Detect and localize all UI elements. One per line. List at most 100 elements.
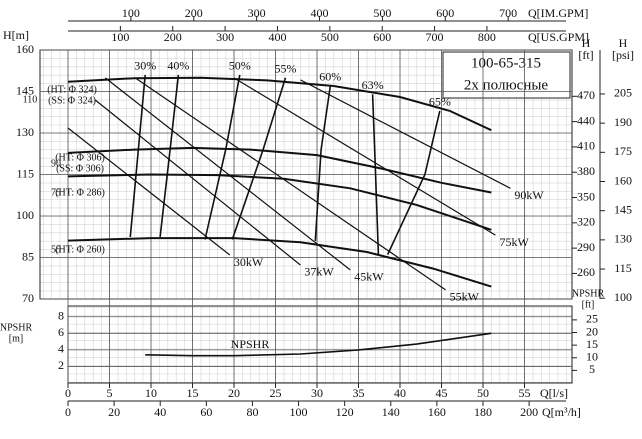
y-tick-label: 205 xyxy=(614,86,632,100)
x-tick-label: 300 xyxy=(248,6,266,20)
x-tick-label: 120 xyxy=(336,405,354,419)
x-tick-label: 400 xyxy=(268,30,286,44)
x-tick-label: 500 xyxy=(373,6,391,20)
impeller-label: (HT: Φ 324) xyxy=(47,84,97,95)
y-tick-label: 410 xyxy=(577,139,595,153)
y-tick-label: 6 xyxy=(58,325,64,339)
y-tick-label: 145 xyxy=(16,83,34,97)
x-axis-label: Q[US.GPM] xyxy=(528,30,589,44)
head-curve xyxy=(67,146,492,194)
y-tick-label: 320 xyxy=(577,215,595,229)
y-axis-label: [ft] xyxy=(578,48,593,62)
power-curve xyxy=(104,77,351,271)
y-axis-label: H xyxy=(619,36,628,50)
x-tick-label: 700 xyxy=(426,30,444,44)
model-subtitle: 2х полюсные xyxy=(464,77,549,93)
y-axis-label: H xyxy=(582,36,591,50)
npshr-curve xyxy=(145,332,492,357)
head-curve xyxy=(67,237,492,288)
x-tick-label: 35 xyxy=(353,386,365,400)
y-tick-label: 350 xyxy=(577,189,595,203)
y-tick-label: 4 xyxy=(58,342,64,356)
y-tick-label: 160 xyxy=(614,173,632,187)
y-tick-label: 175 xyxy=(614,144,632,158)
impeller-label: (HT: Φ 306) xyxy=(55,152,105,163)
y-tick-label: 25 xyxy=(586,312,598,326)
power-label: 90kW xyxy=(514,188,544,202)
x-tick-label: 200 xyxy=(164,30,182,44)
impeller-label: (SS: Φ 306) xyxy=(56,163,104,174)
power-label: 30kW xyxy=(234,255,264,269)
y-tick-label: 70 xyxy=(22,291,34,305)
x-axis-label: Q[m³/h] xyxy=(542,405,581,419)
y-axis-label: [ft] xyxy=(582,299,595,310)
y-tick-label: 290 xyxy=(577,240,595,254)
efficiency-label: 55% xyxy=(274,61,296,75)
x-tick-label: 0 xyxy=(65,386,71,400)
y-tick-label: 470 xyxy=(577,88,595,102)
motor-label: 90 xyxy=(51,158,61,169)
x-tick-label: 0 xyxy=(65,405,71,419)
y-tick-label: 160 xyxy=(16,42,34,56)
y-tick-label: 100 xyxy=(16,208,34,222)
y-tick-label: 380 xyxy=(577,164,595,178)
x-tick-label: 80 xyxy=(246,405,258,419)
power-curve xyxy=(95,99,301,266)
x-tick-label: 45 xyxy=(436,386,448,400)
y-tick-label: 5 xyxy=(589,362,595,376)
y-tick-label: 100 xyxy=(614,290,632,304)
x-tick-label: 700 xyxy=(499,6,517,20)
efficiency-curve xyxy=(159,74,180,238)
y-tick-label: 8 xyxy=(58,309,64,323)
x-tick-label: 100 xyxy=(290,405,308,419)
x-tick-label: 40 xyxy=(394,386,406,400)
x-tick-label: 60 xyxy=(200,405,212,419)
x-tick-label: 30 xyxy=(311,386,323,400)
model-title: 100-65-315 xyxy=(471,55,541,71)
power-label: 55kW xyxy=(450,290,480,304)
y-tick-label: 10 xyxy=(586,350,598,364)
x-tick-label: 55 xyxy=(519,386,531,400)
y-tick-label: 145 xyxy=(614,202,632,216)
x-tick-label: 800 xyxy=(478,30,496,44)
y-axis-label: H[m] xyxy=(3,28,29,42)
x-tick-label: 50 xyxy=(477,386,489,400)
impeller-label: (HT: Φ 260) xyxy=(55,244,105,255)
x-tick-label: 400 xyxy=(311,6,329,20)
y-axis-label: NPSHR xyxy=(0,322,32,333)
x-tick-label: 100 xyxy=(122,6,140,20)
x-tick-label: 20 xyxy=(228,386,240,400)
y-tick-label: 190 xyxy=(614,115,632,129)
y-tick-label: 440 xyxy=(577,113,595,127)
x-tick-label: 100 xyxy=(111,30,129,44)
motor-label: 75 xyxy=(51,187,61,198)
efficiency-label: 63% xyxy=(362,78,384,92)
x-tick-label: 10 xyxy=(145,386,157,400)
x-tick-label: 600 xyxy=(373,30,391,44)
y-tick-label: 2 xyxy=(58,358,64,372)
npshr-label: NPSHR xyxy=(231,337,270,351)
efficiency-label: 50% xyxy=(229,59,251,73)
power-label: 75kW xyxy=(499,235,529,249)
x-axis-label: Q[IM.GPM] xyxy=(528,6,588,20)
x-tick-label: 200 xyxy=(185,6,203,20)
efficiency-label: 30% xyxy=(134,59,156,73)
y-tick-label: 260 xyxy=(577,265,595,279)
efficiency-curve xyxy=(371,94,380,255)
efficiency-curve xyxy=(314,85,332,241)
y-tick-label: 115 xyxy=(614,261,632,275)
x-tick-label: 600 xyxy=(436,6,454,20)
x-tick-label: 140 xyxy=(382,405,400,419)
y-tick-label: 115 xyxy=(16,166,34,180)
head-curve xyxy=(67,173,492,231)
y-axis-label: [psi] xyxy=(612,48,634,62)
efficiency-curve xyxy=(129,74,146,238)
efficiency-label: 40% xyxy=(167,59,189,73)
head-curve xyxy=(67,76,492,132)
x-tick-label: 25 xyxy=(270,386,282,400)
power-label: 45kW xyxy=(354,270,384,284)
efficiency-curve xyxy=(231,77,287,240)
x-tick-label: 40 xyxy=(154,405,166,419)
